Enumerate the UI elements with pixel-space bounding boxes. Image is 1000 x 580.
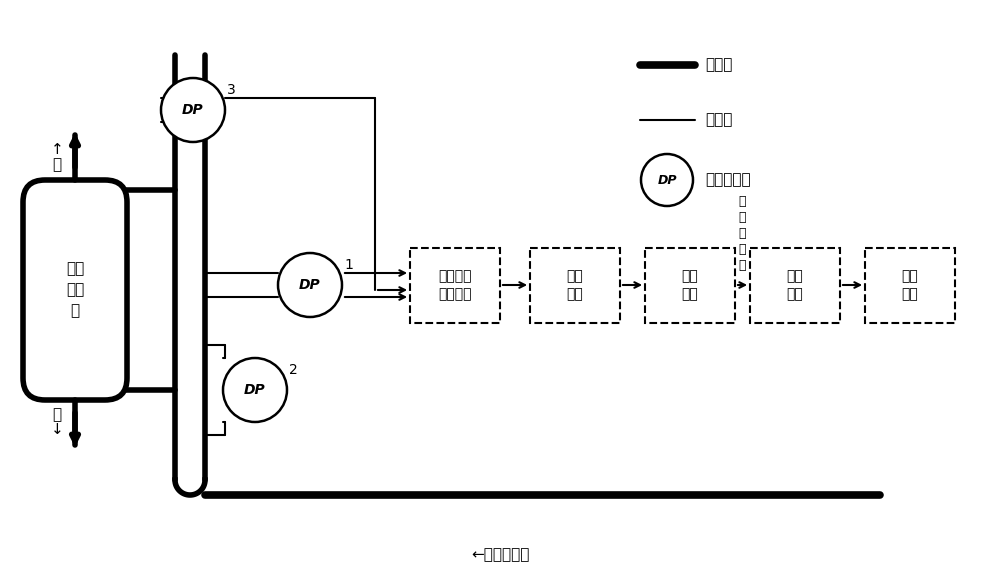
Text: 1: 1 <box>344 258 353 272</box>
Text: 液: 液 <box>52 408 62 422</box>
FancyBboxPatch shape <box>750 248 840 322</box>
Circle shape <box>161 78 225 142</box>
FancyBboxPatch shape <box>23 180 127 400</box>
FancyBboxPatch shape <box>865 248 955 322</box>
Text: 2: 2 <box>289 363 298 377</box>
Circle shape <box>641 154 693 206</box>
Text: 均
值
、
极
差: 均 值 、 极 差 <box>738 195 746 272</box>
Text: ↑: ↑ <box>51 143 63 158</box>
Text: 压差传感器: 压差传感器 <box>705 172 751 187</box>
FancyBboxPatch shape <box>410 248 500 322</box>
Text: 主管道: 主管道 <box>705 57 732 72</box>
Text: 引压管: 引压管 <box>705 113 732 128</box>
Text: 特征
计算: 特征 计算 <box>682 269 698 301</box>
Text: 无量
纲化: 无量 纲化 <box>567 269 583 301</box>
Text: ↓: ↓ <box>51 422 63 437</box>
Text: DP: DP <box>182 103 204 117</box>
Text: DP: DP <box>244 383 266 397</box>
Text: 气液
分离
器: 气液 分离 器 <box>66 262 84 318</box>
Text: DP: DP <box>299 278 321 292</box>
Text: 流型
判别: 流型 判别 <box>787 269 803 301</box>
Circle shape <box>223 358 287 422</box>
FancyBboxPatch shape <box>645 248 735 322</box>
Text: 识别
结果: 识别 结果 <box>902 269 918 301</box>
Text: DP: DP <box>657 173 677 187</box>
Text: ←气液混合物: ←气液混合物 <box>471 548 529 563</box>
Text: 信号采集
实时滤波: 信号采集 实时滤波 <box>438 269 472 301</box>
FancyBboxPatch shape <box>530 248 620 322</box>
Text: 3: 3 <box>227 83 236 97</box>
Text: 气: 气 <box>52 158 62 172</box>
Circle shape <box>278 253 342 317</box>
